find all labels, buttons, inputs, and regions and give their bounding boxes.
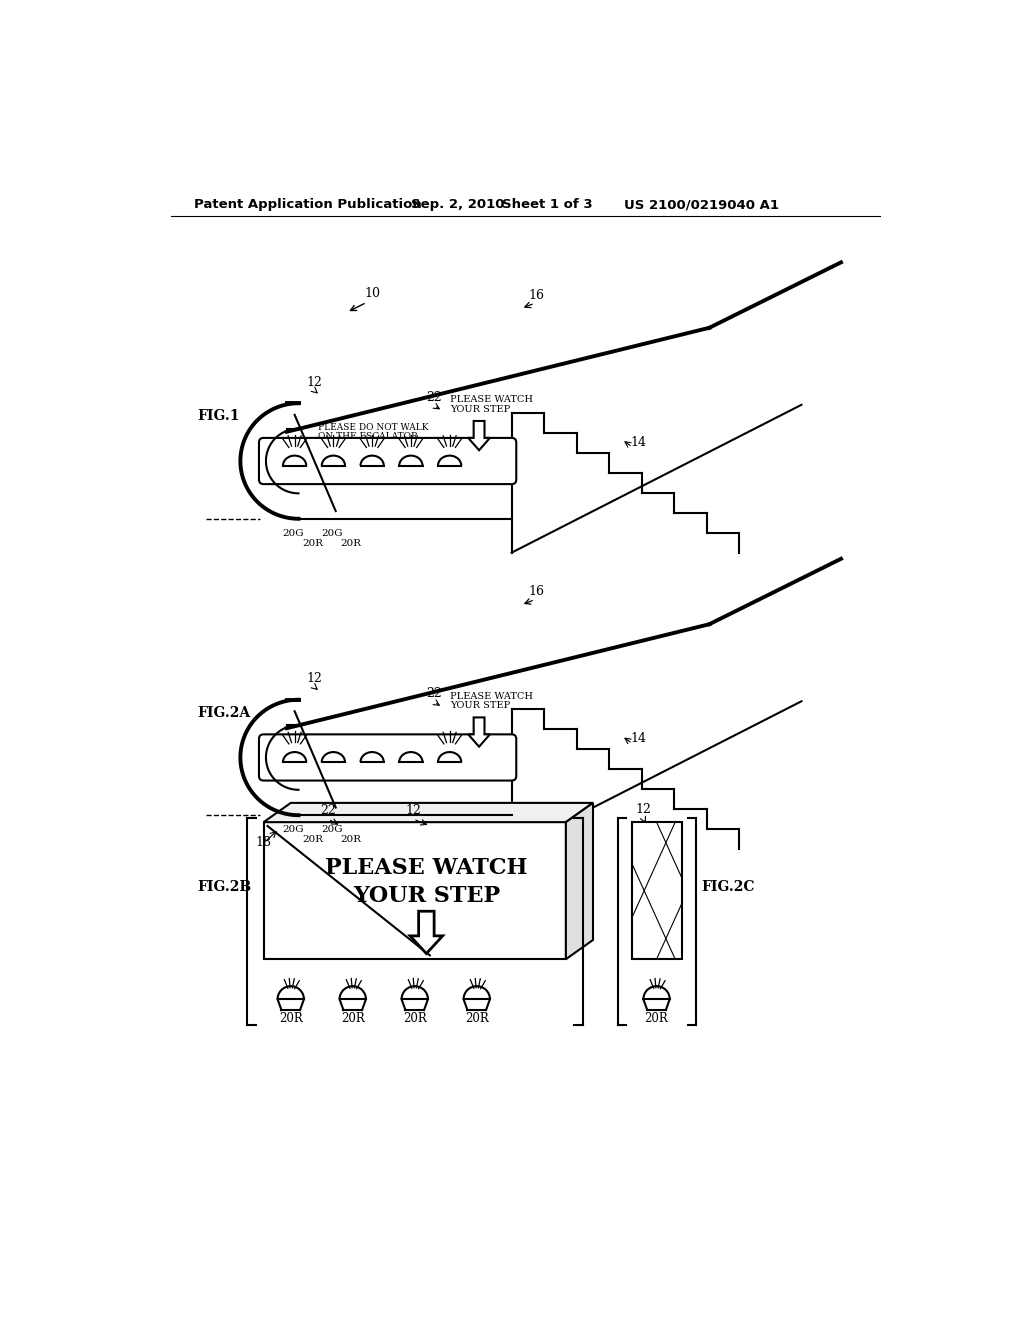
Bar bbox=[632, 822, 682, 960]
Text: 20R: 20R bbox=[341, 836, 361, 845]
Text: 20R: 20R bbox=[645, 1012, 669, 1026]
Text: 12: 12 bbox=[306, 672, 323, 685]
FancyBboxPatch shape bbox=[259, 438, 516, 484]
Text: PLEASE WATCH: PLEASE WATCH bbox=[450, 692, 532, 701]
Text: 20R: 20R bbox=[302, 539, 323, 548]
Text: FIG.2C: FIG.2C bbox=[701, 879, 755, 894]
Polygon shape bbox=[566, 803, 593, 960]
Polygon shape bbox=[410, 911, 442, 953]
Text: 20R: 20R bbox=[341, 539, 361, 548]
Text: 20R: 20R bbox=[302, 836, 323, 845]
Text: 20R: 20R bbox=[465, 1012, 488, 1026]
Polygon shape bbox=[263, 803, 593, 822]
Text: 20R: 20R bbox=[279, 1012, 303, 1026]
Text: 20R: 20R bbox=[341, 1012, 365, 1026]
Text: 12: 12 bbox=[636, 803, 651, 816]
Text: YOUR STEP: YOUR STEP bbox=[450, 701, 510, 710]
Text: Sheet 1 of 3: Sheet 1 of 3 bbox=[502, 198, 592, 211]
Text: 22: 22 bbox=[426, 391, 442, 404]
Text: 20R: 20R bbox=[402, 1012, 427, 1026]
Text: 16: 16 bbox=[528, 585, 545, 598]
Text: 14: 14 bbox=[630, 436, 646, 449]
FancyBboxPatch shape bbox=[259, 734, 516, 780]
Bar bbox=[263, 822, 566, 960]
Text: 20G: 20G bbox=[283, 529, 304, 537]
Text: Patent Application Publication: Patent Application Publication bbox=[194, 198, 422, 211]
Text: 16: 16 bbox=[528, 289, 545, 301]
Text: 20G: 20G bbox=[321, 825, 343, 834]
Text: FIG.2A: FIG.2A bbox=[198, 706, 251, 719]
Text: Sep. 2, 2010: Sep. 2, 2010 bbox=[411, 198, 505, 211]
Text: PLEASE WATCH: PLEASE WATCH bbox=[326, 857, 527, 879]
Text: PLEASE WATCH: PLEASE WATCH bbox=[450, 396, 532, 404]
Text: ON THE ESCALATOR: ON THE ESCALATOR bbox=[317, 433, 418, 441]
Text: 20G: 20G bbox=[283, 825, 304, 834]
Text: 12: 12 bbox=[306, 376, 323, 388]
Text: 14: 14 bbox=[630, 733, 646, 744]
Text: YOUR STEP: YOUR STEP bbox=[450, 405, 510, 413]
Text: FIG.2B: FIG.2B bbox=[198, 879, 252, 894]
Text: 22: 22 bbox=[321, 804, 336, 817]
Text: YOUR STEP: YOUR STEP bbox=[353, 884, 500, 907]
Text: 22: 22 bbox=[426, 688, 442, 701]
Text: 20G: 20G bbox=[321, 529, 343, 537]
Polygon shape bbox=[468, 718, 489, 747]
Text: US 2100/0219040 A1: US 2100/0219040 A1 bbox=[624, 198, 779, 211]
Text: 12: 12 bbox=[406, 804, 421, 817]
Text: 18: 18 bbox=[256, 836, 272, 849]
Text: PLEASE DO NOT WALK: PLEASE DO NOT WALK bbox=[317, 424, 428, 432]
Polygon shape bbox=[468, 421, 489, 450]
Text: FIG.1: FIG.1 bbox=[198, 409, 241, 424]
Text: 10: 10 bbox=[365, 286, 380, 300]
